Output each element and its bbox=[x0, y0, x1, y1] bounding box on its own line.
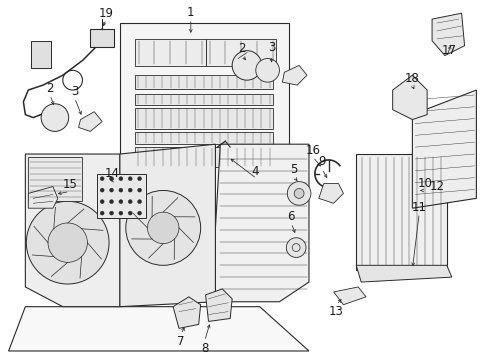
Circle shape bbox=[109, 188, 113, 192]
Circle shape bbox=[128, 177, 132, 181]
Circle shape bbox=[41, 104, 69, 131]
Bar bbox=[135, 132, 272, 144]
Circle shape bbox=[128, 211, 132, 215]
Circle shape bbox=[119, 200, 122, 203]
Bar bbox=[31, 41, 51, 68]
Text: 17: 17 bbox=[440, 44, 455, 57]
Text: 16: 16 bbox=[305, 144, 320, 157]
Circle shape bbox=[100, 177, 104, 181]
Circle shape bbox=[294, 188, 303, 198]
Text: 11: 11 bbox=[411, 201, 426, 214]
Text: 4: 4 bbox=[251, 165, 258, 178]
Circle shape bbox=[128, 200, 132, 203]
Polygon shape bbox=[173, 297, 200, 328]
Circle shape bbox=[100, 188, 104, 192]
Circle shape bbox=[125, 191, 200, 265]
Polygon shape bbox=[25, 154, 120, 307]
Text: 8: 8 bbox=[200, 342, 208, 355]
Circle shape bbox=[26, 201, 109, 284]
Polygon shape bbox=[431, 13, 464, 56]
Circle shape bbox=[255, 59, 279, 82]
Circle shape bbox=[109, 200, 113, 203]
Text: 5: 5 bbox=[290, 163, 297, 176]
Text: 7: 7 bbox=[177, 335, 184, 348]
Polygon shape bbox=[282, 65, 306, 85]
Polygon shape bbox=[120, 23, 288, 228]
Text: 12: 12 bbox=[429, 180, 443, 193]
Polygon shape bbox=[78, 112, 102, 131]
Polygon shape bbox=[356, 265, 451, 282]
Bar bbox=[28, 157, 82, 201]
Circle shape bbox=[119, 177, 122, 181]
Text: 15: 15 bbox=[62, 178, 77, 191]
Text: 1: 1 bbox=[187, 6, 194, 19]
Circle shape bbox=[100, 211, 104, 215]
Polygon shape bbox=[28, 186, 58, 208]
Circle shape bbox=[128, 188, 132, 192]
Bar bbox=[200, 147, 272, 167]
Text: 3: 3 bbox=[71, 85, 78, 97]
Circle shape bbox=[147, 212, 179, 243]
Circle shape bbox=[109, 177, 113, 181]
Polygon shape bbox=[120, 144, 215, 307]
Bar bbox=[135, 94, 272, 105]
Text: 14: 14 bbox=[104, 167, 119, 180]
Bar bbox=[356, 154, 446, 270]
Circle shape bbox=[287, 182, 310, 205]
Circle shape bbox=[286, 238, 305, 257]
Polygon shape bbox=[333, 287, 365, 305]
Circle shape bbox=[232, 51, 261, 80]
Circle shape bbox=[137, 177, 141, 181]
Bar bbox=[135, 75, 272, 89]
Polygon shape bbox=[215, 144, 308, 302]
Circle shape bbox=[137, 188, 141, 192]
Bar bbox=[205, 39, 276, 66]
Bar bbox=[135, 108, 272, 129]
Text: 9: 9 bbox=[318, 155, 325, 169]
Text: 2: 2 bbox=[46, 81, 54, 95]
Circle shape bbox=[137, 200, 141, 203]
Polygon shape bbox=[411, 90, 475, 208]
Bar bbox=[97, 174, 146, 218]
Text: 2: 2 bbox=[238, 42, 245, 55]
Text: 10: 10 bbox=[417, 177, 432, 190]
Circle shape bbox=[48, 223, 87, 262]
Polygon shape bbox=[318, 183, 343, 203]
Text: 6: 6 bbox=[287, 210, 294, 222]
Text: 18: 18 bbox=[404, 72, 419, 85]
Polygon shape bbox=[205, 289, 232, 321]
Bar bbox=[135, 147, 198, 167]
Text: 13: 13 bbox=[329, 305, 343, 318]
Bar bbox=[135, 39, 205, 66]
Circle shape bbox=[109, 211, 113, 215]
Circle shape bbox=[137, 211, 141, 215]
Polygon shape bbox=[392, 75, 426, 120]
Circle shape bbox=[119, 211, 122, 215]
Text: 19: 19 bbox=[98, 7, 113, 20]
Circle shape bbox=[119, 188, 122, 192]
Circle shape bbox=[100, 200, 104, 203]
Bar bbox=[90, 29, 114, 47]
Polygon shape bbox=[9, 307, 308, 351]
Text: 3: 3 bbox=[267, 41, 275, 54]
